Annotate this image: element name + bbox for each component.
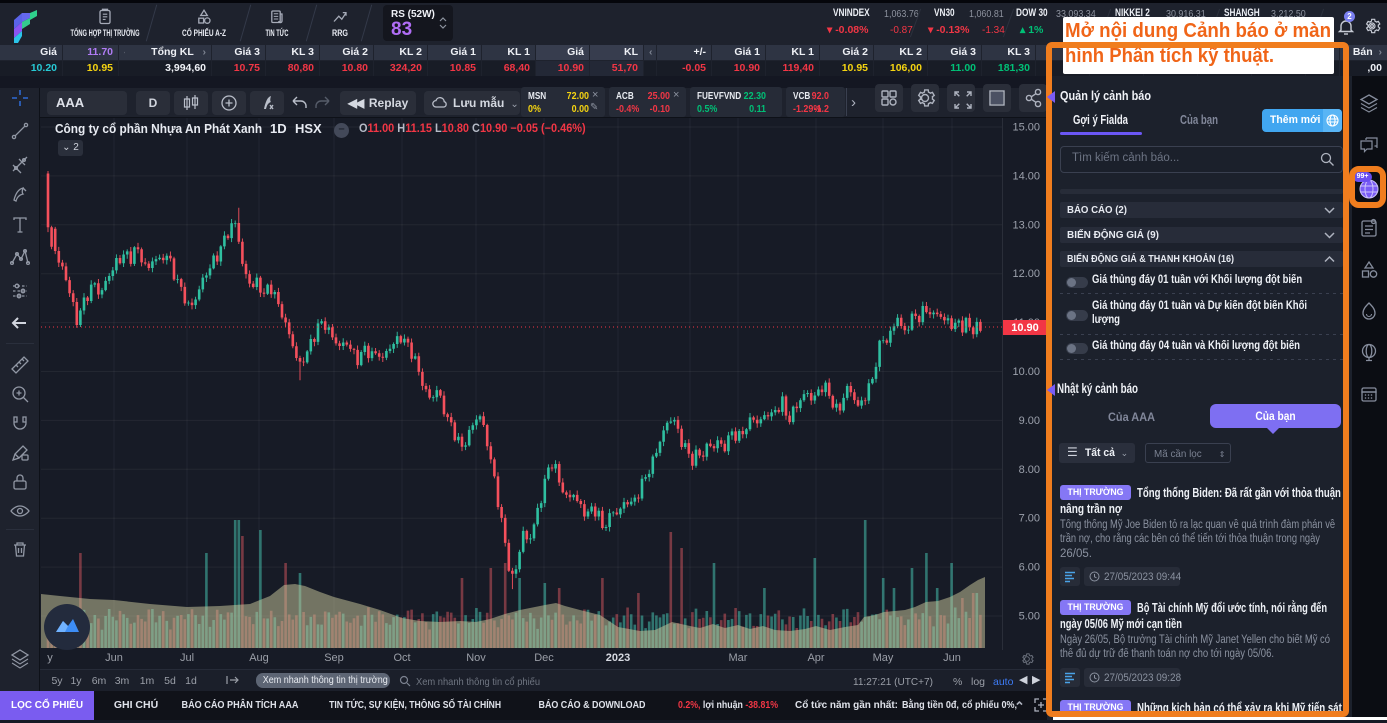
svg-text:8.00: 8.00 bbox=[1019, 464, 1040, 476]
svg-text:6.00: 6.00 bbox=[1019, 562, 1040, 574]
svg-text:14.00: 14.00 bbox=[1012, 170, 1040, 182]
svg-text:7.00: 7.00 bbox=[1019, 513, 1040, 525]
svg-text:9.00: 9.00 bbox=[1019, 415, 1040, 427]
svg-text:13.00: 13.00 bbox=[1012, 219, 1040, 231]
svg-text:5.00: 5.00 bbox=[1019, 611, 1040, 623]
svg-text:10.90: 10.90 bbox=[1011, 322, 1039, 334]
svg-text:15.00: 15.00 bbox=[1012, 122, 1040, 134]
svg-text:12.00: 12.00 bbox=[1012, 268, 1040, 280]
svg-text:10.00: 10.00 bbox=[1012, 366, 1040, 378]
